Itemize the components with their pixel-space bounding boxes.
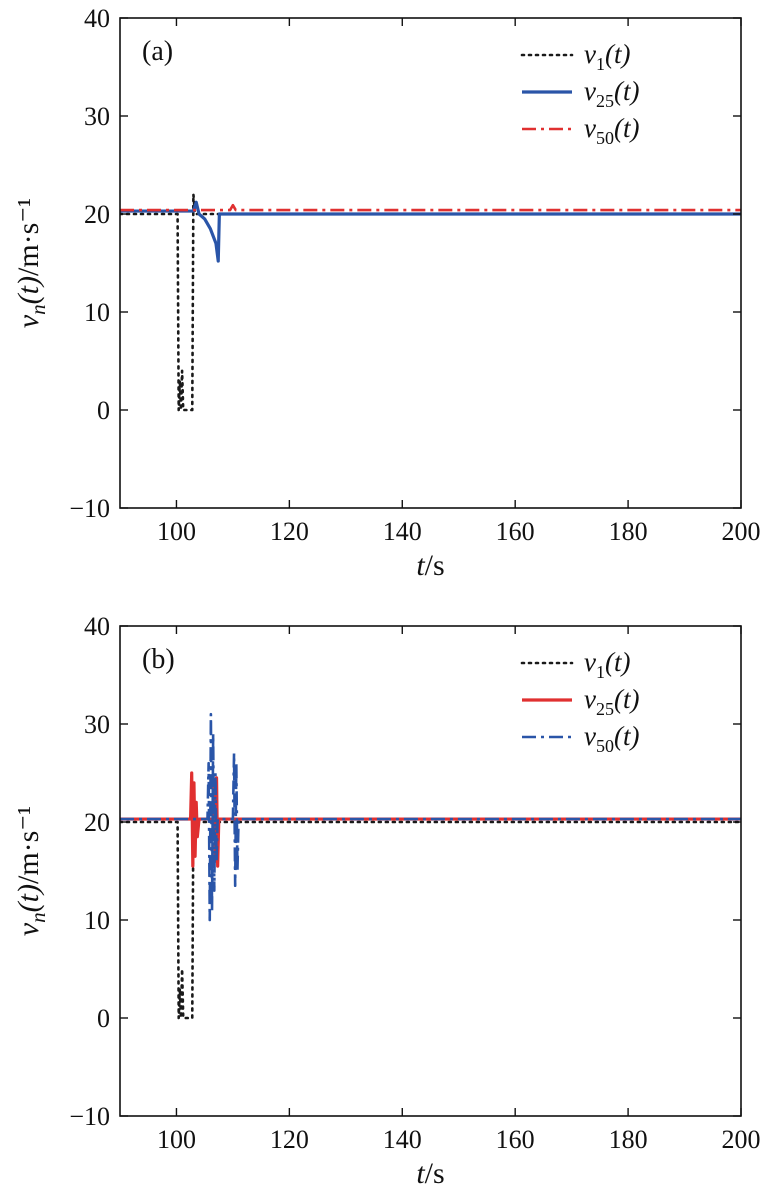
legend: v1(t)v25(t)v50(t) bbox=[520, 647, 639, 756]
panel-b: 100 120 140 160 180 200 −10 0 10 20 30 40 t/s vn(t)/m… bbox=[12, 612, 761, 1190]
x-tick-label: 140 bbox=[383, 517, 422, 546]
panel-label: (a) bbox=[142, 36, 173, 67]
series-line-v25t bbox=[120, 200, 741, 263]
series-line-v1t bbox=[120, 193, 741, 412]
y-tick-label: 30 bbox=[84, 710, 110, 739]
x-tick-label: 120 bbox=[270, 517, 309, 546]
series-line-v50t bbox=[120, 203, 741, 212]
y-tick-label: 40 bbox=[84, 612, 110, 641]
y-tick-label: 30 bbox=[84, 102, 110, 131]
x-tick-label: 200 bbox=[722, 1125, 761, 1154]
series-group bbox=[120, 193, 741, 412]
x-axis-label: t/s bbox=[416, 549, 444, 582]
x-tick-label: 160 bbox=[496, 1125, 535, 1154]
plot-frame bbox=[119, 17, 742, 509]
series-group bbox=[120, 712, 741, 1020]
x-tick-label: 100 bbox=[157, 517, 196, 546]
y-tick-label: −10 bbox=[69, 1102, 110, 1131]
legend-label: v50(t) bbox=[584, 113, 639, 148]
x-tick-label: 180 bbox=[609, 1125, 648, 1154]
panel-a: 100 120 140 160 180 200 −10 0 10 20 30 40 t/s vn(t)/m… bbox=[12, 4, 761, 582]
series-line-v50t bbox=[120, 712, 741, 922]
legend: v1(t)v25(t)v50(t) bbox=[520, 39, 639, 148]
x-tick-label: 120 bbox=[270, 1125, 309, 1154]
panel-label: (b) bbox=[142, 644, 175, 675]
legend-label: v1(t) bbox=[584, 647, 630, 682]
y-tick-label: −10 bbox=[69, 494, 110, 523]
legend-label: v1(t) bbox=[584, 39, 630, 74]
legend-label: v50(t) bbox=[584, 721, 639, 756]
x-axis-label: t/s bbox=[416, 1157, 444, 1190]
y-tick-label: 20 bbox=[84, 808, 110, 837]
x-tick-label: 160 bbox=[496, 517, 535, 546]
y-tick-label: 20 bbox=[84, 200, 110, 229]
y-tick-label: 0 bbox=[97, 1004, 110, 1033]
x-tick-label: 180 bbox=[609, 517, 648, 546]
y-axis-label: vn(t)/m·s⁻¹ bbox=[12, 806, 50, 936]
legend-label: v25(t) bbox=[584, 76, 639, 111]
y-tick-label: 40 bbox=[84, 4, 110, 33]
y-tick-label: 10 bbox=[84, 298, 110, 327]
plot-frame bbox=[119, 625, 742, 1117]
x-tick-label: 200 bbox=[722, 517, 761, 546]
x-tick-label: 100 bbox=[157, 1125, 196, 1154]
x-tick-label: 140 bbox=[383, 1125, 422, 1154]
y-tick-label: 0 bbox=[97, 396, 110, 425]
y-axis-label: vn(t)/m·s⁻¹ bbox=[12, 198, 50, 328]
legend-label: v25(t) bbox=[584, 684, 639, 719]
y-tick-label: 10 bbox=[84, 906, 110, 935]
